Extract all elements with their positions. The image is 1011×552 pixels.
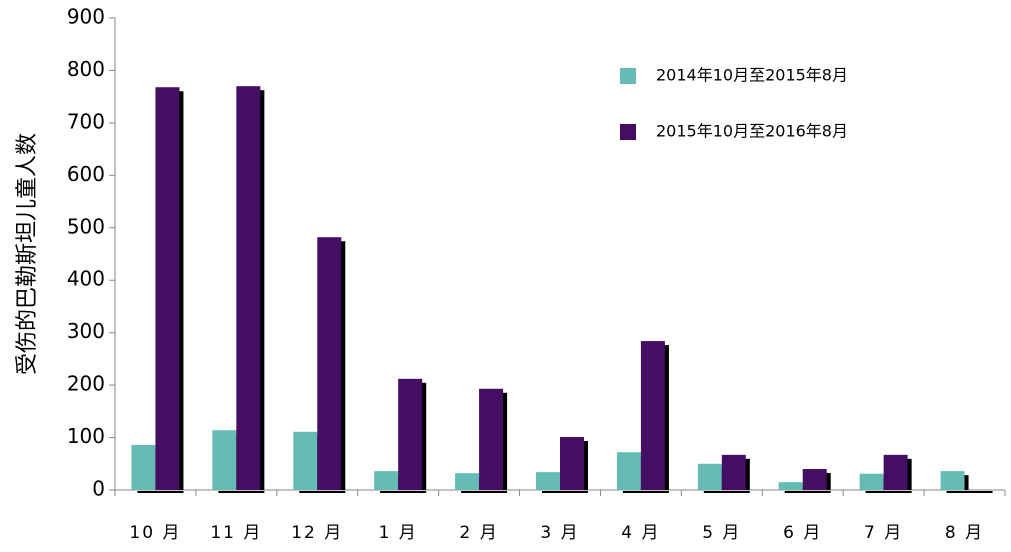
bar <box>640 341 665 490</box>
y-tick-label: 600 <box>67 162 105 186</box>
y-tick-label: 900 <box>67 5 105 29</box>
x-tick-label: 1 月 <box>379 523 418 543</box>
bar <box>455 473 480 490</box>
bar <box>131 444 156 490</box>
legend-label: 2014年10月至2015年8月 <box>656 66 848 85</box>
bar <box>536 472 560 490</box>
y-tick-label: 100 <box>67 424 105 448</box>
y-tick-label: 500 <box>67 214 105 238</box>
x-tick-label: 11 月 <box>210 523 262 543</box>
legend-swatch <box>620 124 636 140</box>
bar <box>802 469 827 490</box>
x-tick-label: 8 月 <box>945 523 984 543</box>
bar <box>236 86 261 490</box>
bar <box>479 388 504 490</box>
bar <box>859 473 884 490</box>
bar <box>721 454 746 490</box>
bar <box>374 471 399 490</box>
x-tick-label: 6 月 <box>783 523 822 543</box>
x-tick-label: 12 月 <box>291 523 343 543</box>
y-tick-label: 300 <box>67 319 105 343</box>
y-tick-label: 800 <box>67 57 105 81</box>
x-tick-label: 10 月 <box>129 523 181 543</box>
x-tick-label: 4 月 <box>621 523 660 543</box>
x-tick-label: 7 月 <box>864 523 903 543</box>
legend-label: 2015年10月至2016年8月 <box>656 122 848 141</box>
bar <box>398 378 423 490</box>
bar <box>883 454 908 490</box>
y-tick-label: 400 <box>67 267 105 291</box>
bar <box>940 471 965 490</box>
bar <box>616 452 641 490</box>
legend-swatch <box>620 68 636 84</box>
bar <box>317 237 342 490</box>
y-tick-label: 200 <box>67 372 105 396</box>
x-tick-label: 3 月 <box>540 523 579 543</box>
y-axis-label: 受伤的巴勒斯坦儿童人数 <box>15 133 40 375</box>
bar <box>697 463 722 490</box>
x-tick-label: 2 月 <box>459 523 498 543</box>
bar <box>293 431 318 490</box>
bar <box>212 430 237 490</box>
x-tick-label: 5 月 <box>702 523 741 543</box>
y-tick-label: 0 <box>92 477 105 501</box>
bar <box>778 482 803 490</box>
bar <box>155 87 180 490</box>
bar <box>560 437 584 490</box>
y-tick-label: 700 <box>67 109 105 133</box>
